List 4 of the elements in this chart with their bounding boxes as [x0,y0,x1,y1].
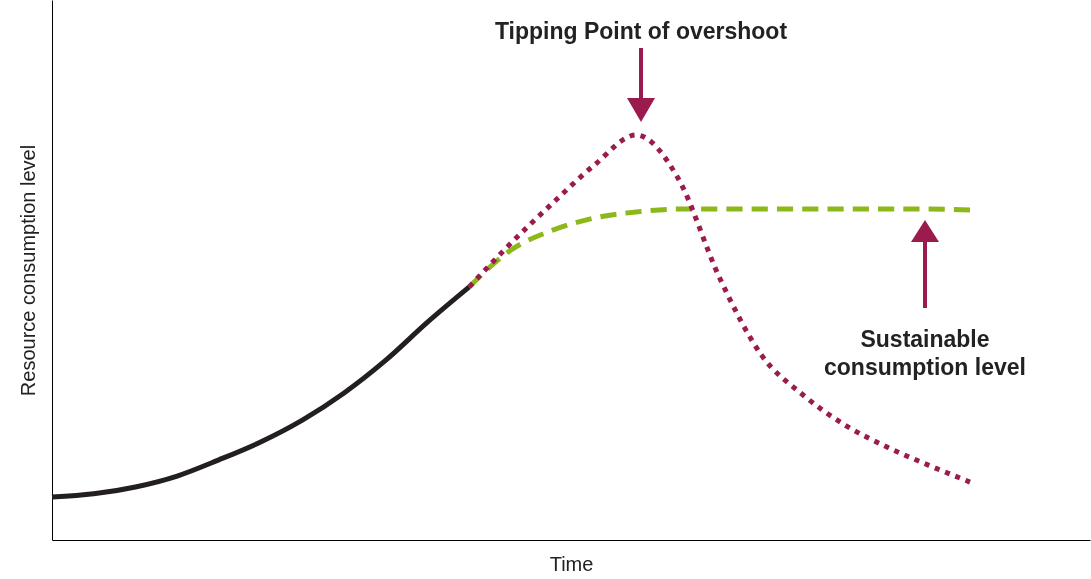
annotation: Sustainable consumption level [824,326,1026,380]
x-axis-title: Time [549,552,594,575]
text: Tipping Point of overshoot [494,18,788,44]
y-axis-title: Resource consumption level [16,144,39,397]
